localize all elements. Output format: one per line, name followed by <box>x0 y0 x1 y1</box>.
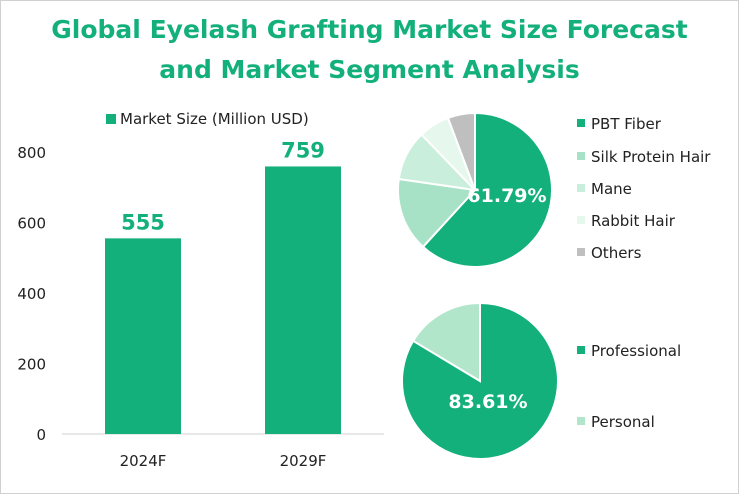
y-tick-label-3: 600 <box>17 215 46 233</box>
bar-data-label-1: 759 <box>281 138 325 162</box>
chart-title: Global Eyelash Grafting Market Size Fore… <box>0 10 739 90</box>
fiber-legend-swatch-0 <box>577 119 585 127</box>
fiber-legend-label-2: Mane <box>591 180 632 198</box>
fiber-pie-slice-pbt-fiber <box>421 111 553 268</box>
title-line-2: and Market Segment Analysis <box>159 55 580 84</box>
fiber-legend-swatch-2 <box>577 184 585 192</box>
y-tick-label-2: 400 <box>17 285 46 303</box>
segment-pie-slice-personal <box>411 301 481 383</box>
bar-legend-label: Market Size (Million USD) <box>120 110 309 128</box>
fiber-legend-label-0: PBT Fiber <box>591 115 662 133</box>
y-tick-label-0: 0 <box>36 426 46 444</box>
fiber-legend-label-3: Rabbit Hair <box>591 212 676 230</box>
fiber-pie-slice-silk-protein-hair <box>397 177 478 249</box>
x-tick-label-1: 2029F <box>280 452 327 470</box>
segment-legend-label-0: Professional <box>591 342 681 360</box>
y-tick-label-1: 200 <box>17 356 46 374</box>
bar-2024F <box>105 238 181 434</box>
title-line-1: Global Eyelash Grafting Market Size Fore… <box>51 15 688 44</box>
fiber-pie-data-label: 61.79% <box>467 185 546 207</box>
fiber-legend-label-1: Silk Protein Hair <box>591 148 711 166</box>
fiber-legend-label-4: Others <box>591 244 642 262</box>
bar-legend-swatch <box>106 114 116 124</box>
y-tick-label-4: 800 <box>17 144 46 162</box>
fiber-legend-swatch-3 <box>577 216 585 224</box>
segment-pie-slice-professional <box>401 301 559 460</box>
segment-legend-swatch-0 <box>577 346 585 354</box>
segment-legend-label-1: Personal <box>591 413 655 431</box>
fiber-pie-slice-others <box>446 111 476 191</box>
x-tick-label-0: 2024F <box>120 452 167 470</box>
fiber-legend-swatch-1 <box>577 152 585 160</box>
fiber-legend-swatch-4 <box>577 248 585 256</box>
segment-legend-swatch-1 <box>577 417 585 425</box>
bar-data-label-0: 555 <box>121 210 165 234</box>
bar-2029F <box>265 166 341 434</box>
segment-pie-data-label: 83.61% <box>448 391 527 413</box>
